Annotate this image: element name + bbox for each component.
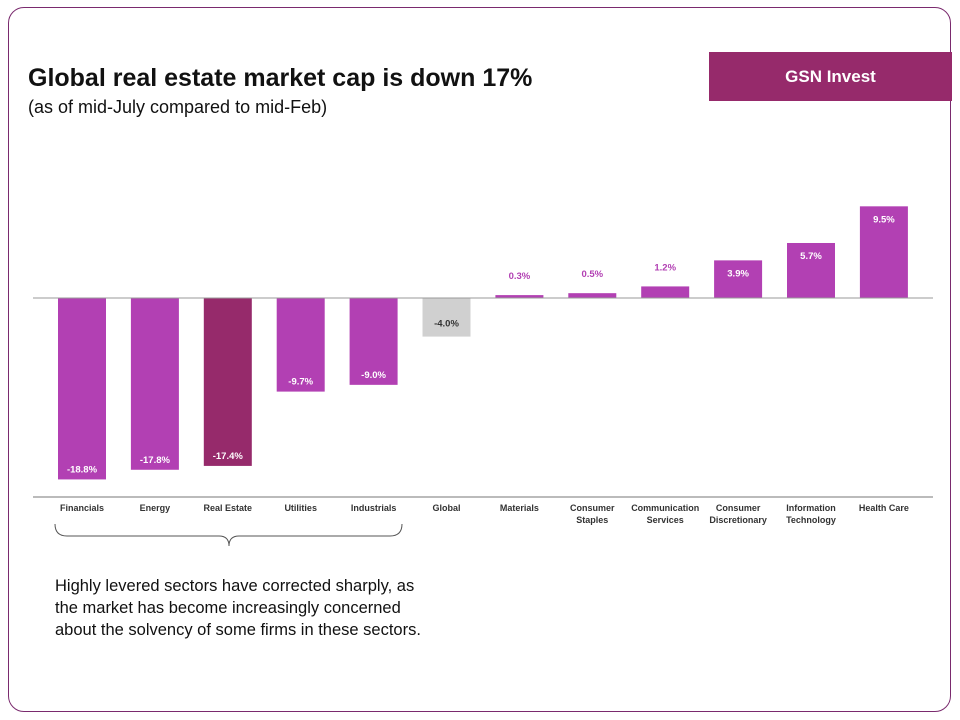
category-label: Staples [576,515,608,525]
annotation-text: Highly levered sectors have corrected sh… [55,577,421,639]
chart-title: Global real estate market cap is down 17… [28,64,533,92]
bar-communication-services [641,286,690,298]
bar-utilities [276,298,325,392]
data-label: -9.7% [288,377,313,388]
slide-frame [8,7,951,712]
bar-consumer-staples [568,293,617,298]
category-label: Industrials [351,503,397,513]
category-label: Global [432,503,460,513]
data-label: -17.4% [213,451,244,462]
chart-subtitle: (as of mid-July compared to mid-Feb) [28,97,328,117]
category-label: Materials [500,503,539,513]
data-label: 1.2% [654,262,676,273]
bracket-line [54,523,403,547]
category-label: Health Care [859,503,909,513]
bar-materials [495,295,544,298]
brand-badge: GSN Invest [709,52,952,101]
data-label: 5.7% [800,251,822,262]
data-label: 9.5% [873,214,895,225]
category-label: Financials [60,503,104,513]
bar-information-technology [787,242,835,298]
data-label: -9.0% [361,370,386,381]
bar-financials [58,298,106,480]
data-label: -18.8% [67,464,98,475]
category-label: Consumer [570,503,615,513]
category-label: Real Estate [204,503,253,513]
data-label: 0.5% [581,269,603,280]
bar-industrials [349,298,398,385]
category-label: Discretionary [709,515,767,525]
bar-health-care [859,206,908,298]
category-label: Technology [786,515,836,525]
category-label: Energy [140,503,171,513]
category-label: Information [786,503,836,513]
category-label: Services [647,515,684,525]
bar-consumer-discretionary [714,260,763,298]
data-label: 0.3% [509,271,531,282]
bar-energy [130,298,179,470]
brand-name: GSN Invest [785,66,876,86]
data-label: 3.9% [727,268,749,279]
category-label: Consumer [716,503,761,513]
bar-global [422,298,471,337]
data-label: -17.8% [140,455,171,466]
category-label: Utilities [284,503,317,513]
category-label: Communication [631,503,699,513]
data-label: -4.0% [434,319,459,330]
bar-real-estate [203,298,252,466]
